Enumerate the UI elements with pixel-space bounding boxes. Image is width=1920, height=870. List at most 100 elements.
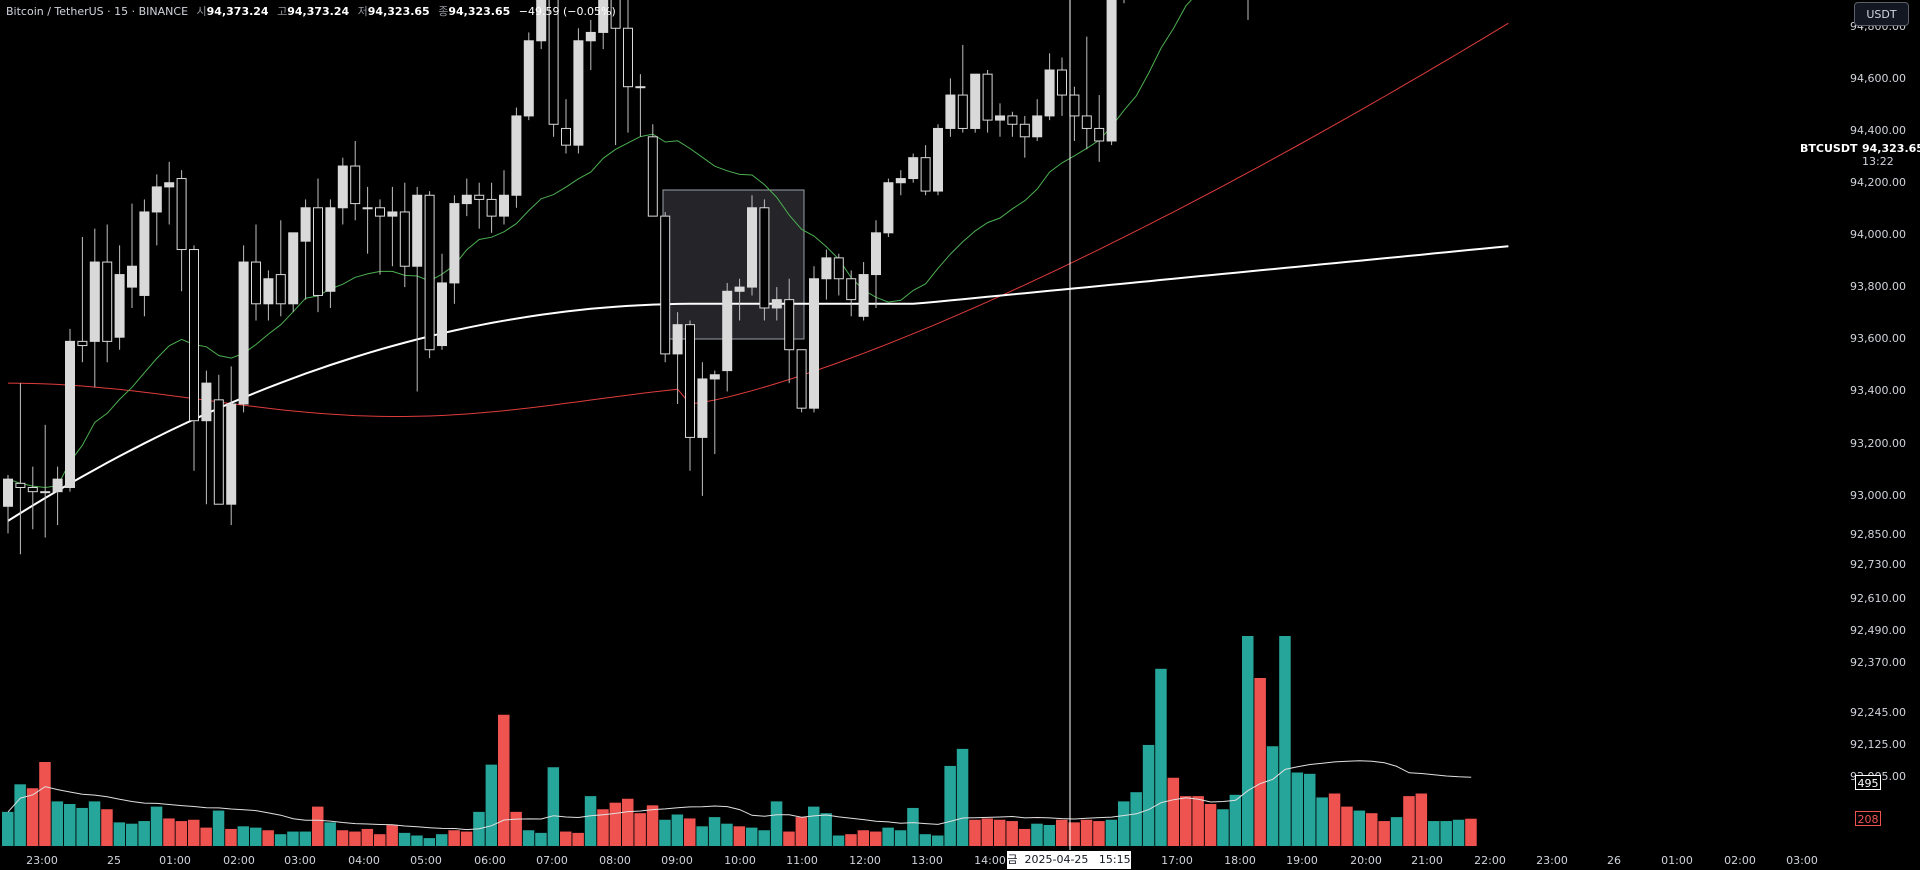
candle[interactable]	[548, 0, 559, 125]
candle[interactable]	[350, 165, 361, 205]
candle[interactable]	[623, 27, 633, 88]
candle[interactable]	[610, 0, 621, 29]
candle[interactable]	[375, 207, 385, 217]
candle[interactable]	[920, 157, 931, 192]
candle[interactable]	[536, 0, 547, 42]
candle[interactable]	[424, 194, 435, 351]
candle[interactable]	[796, 349, 807, 409]
candle[interactable]	[1057, 69, 1067, 96]
candle[interactable]	[486, 198, 497, 217]
candle[interactable]	[784, 299, 795, 351]
candle[interactable]	[1007, 115, 1018, 125]
candle[interactable]	[771, 299, 782, 309]
candle[interactable]	[325, 207, 336, 292]
candle[interactable]	[585, 31, 596, 42]
candle[interactable]	[511, 115, 522, 196]
candle[interactable]	[883, 182, 894, 234]
candle[interactable]	[275, 274, 286, 305]
candle[interactable]	[201, 382, 212, 422]
volume-bar	[845, 834, 857, 846]
candle[interactable]	[337, 165, 348, 209]
candle[interactable]	[908, 157, 919, 180]
candle[interactable]	[189, 249, 199, 422]
candle[interactable]	[65, 340, 75, 488]
candle[interactable]	[1019, 123, 1030, 138]
candle[interactable]	[387, 211, 398, 217]
candle[interactable]	[15, 482, 26, 489]
candle[interactable]	[858, 274, 869, 317]
candle[interactable]	[499, 194, 509, 217]
candle[interactable]	[362, 207, 373, 210]
candle[interactable]	[238, 261, 249, 405]
candle[interactable]	[895, 178, 906, 184]
candle[interactable]	[846, 278, 857, 301]
candle[interactable]	[635, 86, 646, 89]
candle[interactable]	[561, 127, 571, 146]
candle[interactable]	[759, 207, 770, 309]
candle[interactable]	[176, 178, 187, 251]
currency-button[interactable]: USDT	[1854, 2, 1909, 26]
candle[interactable]	[313, 207, 323, 296]
candle[interactable]	[573, 40, 584, 146]
candle[interactable]	[982, 73, 993, 121]
candle[interactable]	[1069, 94, 1080, 117]
candle[interactable]	[1081, 115, 1092, 129]
candle[interactable]	[685, 324, 695, 438]
candle[interactable]	[933, 127, 943, 192]
volume-bar	[1465, 818, 1477, 846]
candle[interactable]	[151, 186, 162, 213]
candle[interactable]	[89, 261, 100, 342]
candle[interactable]	[970, 73, 981, 129]
candle[interactable]	[995, 115, 1005, 121]
candle[interactable]	[77, 340, 88, 347]
candle[interactable]	[747, 207, 757, 288]
candle[interactable]	[734, 286, 745, 292]
candle[interactable]	[52, 478, 63, 493]
candle[interactable]	[164, 182, 175, 188]
candle[interactable]	[251, 261, 261, 305]
symbol-tag-price: 94,323.65	[1862, 142, 1920, 155]
candle[interactable]	[709, 374, 720, 380]
candle[interactable]	[226, 403, 237, 505]
candle[interactable]	[3, 478, 13, 507]
candle[interactable]	[1032, 115, 1043, 138]
candle[interactable]	[647, 136, 658, 217]
candle[interactable]	[437, 282, 447, 347]
volume-bar	[64, 804, 76, 846]
candle[interactable]	[40, 491, 51, 494]
candle[interactable]	[672, 324, 683, 355]
volume-bar	[1229, 794, 1242, 846]
candle[interactable]	[523, 40, 534, 117]
candle[interactable]	[660, 215, 671, 355]
symbol-title[interactable]: Bitcoin / TetherUS · 15 · BINANCE	[6, 5, 189, 18]
candle[interactable]	[288, 232, 299, 305]
candle[interactable]	[957, 94, 968, 129]
candle[interactable]	[821, 257, 832, 280]
candle[interactable]	[27, 487, 38, 493]
candle[interactable]	[474, 194, 485, 200]
candle[interactable]	[213, 399, 224, 505]
candle[interactable]	[1044, 69, 1055, 117]
candle[interactable]	[1106, 0, 1117, 142]
candle[interactable]	[412, 194, 423, 267]
candle[interactable]	[871, 232, 881, 276]
candle[interactable]	[722, 290, 733, 372]
selection-box[interactable]	[662, 189, 805, 340]
candle[interactable]	[598, 0, 609, 33]
volume-bar	[1018, 828, 1031, 846]
candle[interactable]	[127, 265, 137, 288]
candle[interactable]	[399, 211, 410, 267]
candle[interactable]	[945, 94, 956, 129]
candle[interactable]	[139, 211, 150, 296]
candle[interactable]	[300, 207, 311, 242]
candle[interactable]	[809, 278, 819, 409]
candle[interactable]	[833, 257, 844, 280]
candle[interactable]	[102, 261, 113, 342]
candle[interactable]	[697, 378, 708, 438]
candle[interactable]	[263, 278, 274, 305]
candle[interactable]	[1094, 127, 1105, 142]
candle[interactable]	[461, 194, 472, 205]
candle[interactable]	[114, 274, 125, 338]
candle[interactable]	[449, 203, 460, 284]
